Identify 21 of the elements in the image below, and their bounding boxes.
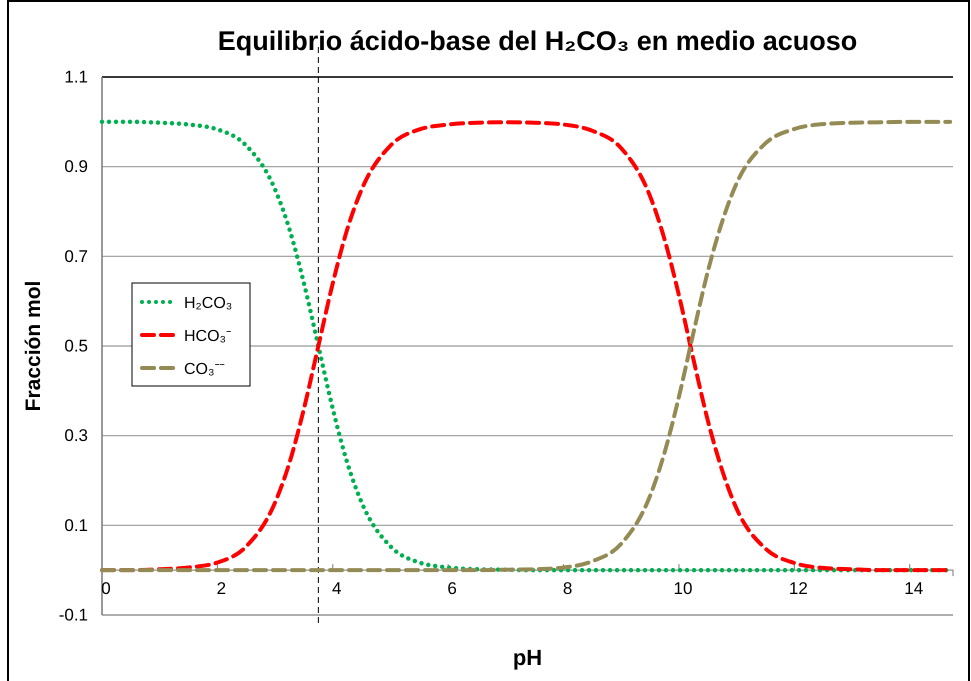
y-tick-label: 0.1 bbox=[64, 516, 88, 535]
x-tick-label: 10 bbox=[673, 579, 692, 598]
y-tick-label: -0.1 bbox=[58, 605, 88, 624]
y-tick-label: 0.9 bbox=[64, 157, 88, 176]
y-tick-label: 0.3 bbox=[64, 426, 88, 446]
x-axis-title: pH bbox=[512, 645, 542, 670]
x-tick-label: 14 bbox=[904, 579, 924, 598]
y-tick-label: 1.1 bbox=[64, 67, 88, 86]
y-tick-label: 0.7 bbox=[64, 246, 88, 266]
x-tick-label: 8 bbox=[562, 579, 572, 598]
y-axis-title: Fracción mol bbox=[22, 280, 45, 412]
legend-label: CO₃⁻⁻ bbox=[184, 361, 225, 378]
x-tick-label: 6 bbox=[447, 579, 457, 598]
legend-label: H₂CO₃ bbox=[184, 295, 232, 312]
x-tick-label: 12 bbox=[788, 579, 808, 598]
chart-title: Equilibrio ácido-base del H₂CO₃ en medio acuoso bbox=[218, 26, 858, 56]
x-tick-label: 2 bbox=[216, 579, 226, 598]
legend-label: HCO₃⁻ bbox=[184, 328, 232, 345]
x-tick-label: 4 bbox=[332, 579, 342, 598]
x-tick-label: 0 bbox=[101, 579, 111, 598]
y-tick-label: 0.5 bbox=[64, 336, 88, 356]
